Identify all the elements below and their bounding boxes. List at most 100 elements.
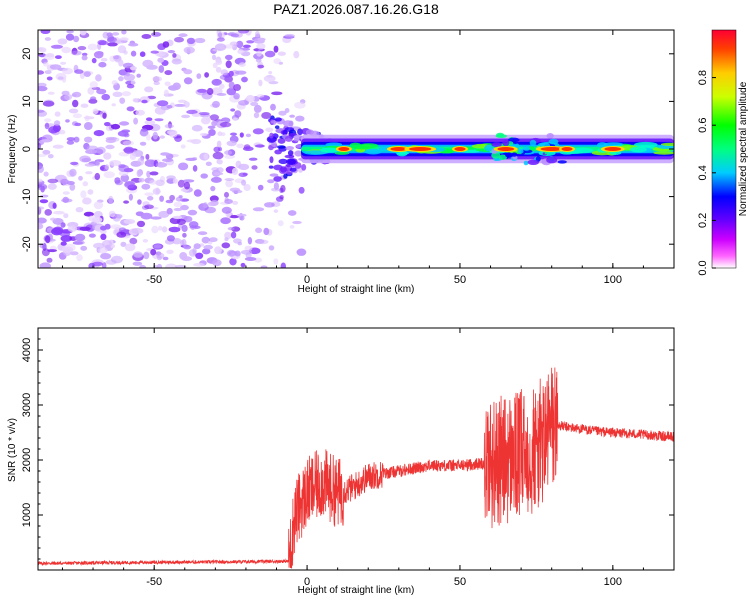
spectrogram-noise-blob bbox=[83, 211, 94, 217]
spectrogram-noise-blob bbox=[269, 156, 274, 164]
x-tick-label: 50 bbox=[454, 274, 466, 286]
spectrogram-noise-blob bbox=[216, 140, 222, 148]
spectrogram-noise-blob bbox=[89, 81, 98, 89]
spectrogram-noise-blob bbox=[192, 113, 201, 117]
spectrogram-noise-blob bbox=[156, 263, 163, 268]
y-tick-label: 1000 bbox=[21, 503, 33, 527]
spectrogram-noise-blob bbox=[119, 121, 130, 126]
spectrogram-noise-blob bbox=[273, 58, 282, 65]
spectrogram-noise-blob bbox=[118, 164, 130, 172]
spectrogram-noise-blob bbox=[84, 115, 90, 122]
spectrogram-noise-blob bbox=[146, 170, 151, 178]
spectrogram-noise-blob bbox=[62, 196, 69, 203]
spectrogram-noise-blob bbox=[236, 143, 244, 149]
spectrogram-noise-blob bbox=[286, 158, 296, 165]
spectrogram-noise-blob bbox=[233, 84, 242, 91]
spectrogram-ridge-blob bbox=[508, 137, 520, 143]
spectrogram-noise-blob bbox=[92, 216, 103, 223]
spectrogram-noise-blob bbox=[153, 81, 160, 86]
spectrogram-noise-blob bbox=[273, 182, 279, 191]
spectrogram-noise-blob bbox=[136, 169, 142, 178]
spectrogram-noise-blob bbox=[115, 214, 123, 219]
spectrogram-noise-blob bbox=[193, 262, 205, 267]
spectrogram-noise-blob bbox=[43, 61, 49, 67]
spectrogram-noise-blob bbox=[171, 58, 182, 65]
colorbar-tick-label: 0.2 bbox=[697, 213, 709, 228]
spectrogram-noise-blob bbox=[114, 177, 121, 184]
spectrogram-noise-blob bbox=[294, 101, 306, 109]
spectrogram-noise-blob bbox=[178, 195, 183, 199]
spectrogram-noise-blob bbox=[131, 227, 144, 234]
spectrogram-noise-blob bbox=[285, 146, 295, 151]
spectrogram-noise-blob bbox=[60, 178, 69, 185]
spectrogram-noise-blob bbox=[105, 136, 118, 141]
spectrogram-noise-blob bbox=[274, 117, 282, 122]
spectrogram-noise-blob bbox=[162, 256, 169, 261]
spectrogram-noise-blob bbox=[295, 115, 305, 122]
spectrogram-noise-blob bbox=[129, 66, 137, 71]
spectrogram-noise-blob bbox=[192, 165, 198, 172]
spectrogram-noise-blob bbox=[101, 93, 110, 101]
spectrogram-noise-blob bbox=[224, 231, 232, 240]
spectrogram-noise-blob bbox=[44, 118, 52, 123]
spectrogram-noise-blob bbox=[270, 103, 276, 111]
spectrogram-noise-blob bbox=[201, 116, 211, 125]
spectrogram-noise-blob bbox=[257, 184, 264, 191]
spectrogram-noise-blob bbox=[196, 73, 202, 79]
spectrogram-noise-blob bbox=[80, 245, 88, 251]
spectrogram-axes: -50 0 50 100 -20 -10 0 10 20 bbox=[21, 30, 675, 286]
spectrogram-noise-blob bbox=[254, 144, 265, 148]
spectrogram-noise-blob bbox=[166, 249, 174, 254]
spectrogram-noise-blob bbox=[142, 239, 149, 243]
spectrogram-noise-blob bbox=[100, 57, 108, 62]
spectrogram-ridge-blob bbox=[527, 159, 540, 165]
spectrogram-noise-blob bbox=[202, 202, 208, 209]
spectrogram-noise-blob bbox=[87, 43, 98, 51]
spectrogram-noise-blob bbox=[46, 76, 53, 81]
spectrogram-noise-blob bbox=[48, 126, 59, 134]
spectrogram-ridge-blob bbox=[517, 149, 524, 154]
snr-x-label: Height of straight line (km) bbox=[298, 585, 415, 596]
spectrogram-noise-blob bbox=[181, 224, 188, 232]
spectrogram-noise-blob bbox=[183, 77, 193, 85]
spectrogram-noise-blob bbox=[296, 248, 307, 256]
spectrogram-noise-blob bbox=[284, 154, 295, 159]
spectrogram-noise-blob bbox=[268, 71, 273, 75]
spectrogram-noise-blob bbox=[258, 79, 263, 87]
spectrogram-noise-blob bbox=[96, 88, 107, 95]
spectrogram-noise-blob bbox=[190, 138, 202, 145]
spectrogram-noise-blob bbox=[215, 59, 223, 65]
spectrogram-noise-blob bbox=[119, 97, 126, 104]
spectrogram-noise-blob bbox=[128, 193, 133, 201]
y-tick-label: -20 bbox=[21, 236, 33, 252]
spectrogram-noise-blob bbox=[239, 215, 245, 221]
spectrogram-noise-blob bbox=[38, 109, 45, 113]
spectrogram-noise-blob bbox=[147, 196, 154, 201]
spectrogram-noise-blob bbox=[95, 160, 100, 167]
spectrogram-noise-blob bbox=[136, 220, 146, 228]
spectrogram-noise-blob bbox=[274, 125, 280, 129]
spectrogram-noise-blob bbox=[141, 99, 148, 104]
spectrogram-noise-blob bbox=[203, 153, 209, 160]
spectrogram-noise-blob bbox=[80, 190, 87, 199]
spectrogram-noise-blob bbox=[113, 55, 120, 60]
spectrogram-peak bbox=[561, 147, 573, 151]
spectrogram-noise-blob bbox=[166, 175, 176, 180]
snr-frame bbox=[37, 327, 675, 571]
spectrogram-noise-blob bbox=[289, 114, 295, 118]
spectrogram-ridge-blob bbox=[364, 148, 382, 155]
spectrogram-noise-blob bbox=[86, 145, 98, 151]
spectrogram-noise-blob bbox=[238, 100, 250, 106]
spectrogram-peak bbox=[409, 147, 432, 151]
spectrogram-noise-blob bbox=[158, 65, 165, 73]
spectrogram-noise-blob bbox=[205, 161, 212, 166]
spectrogram-noise-blob bbox=[164, 81, 171, 87]
spectrogram-noise-blob bbox=[203, 244, 213, 250]
spectrogram-noise-blob bbox=[85, 171, 93, 175]
spectrogram-noise-blob bbox=[44, 70, 52, 75]
spectrogram-noise-blob bbox=[257, 37, 266, 42]
spectrogram-noise-blob bbox=[98, 247, 108, 254]
spectrogram-noise-blob bbox=[43, 54, 55, 61]
y-tick-label: 20 bbox=[21, 48, 33, 60]
spectrogram-noise-blob bbox=[42, 149, 51, 155]
